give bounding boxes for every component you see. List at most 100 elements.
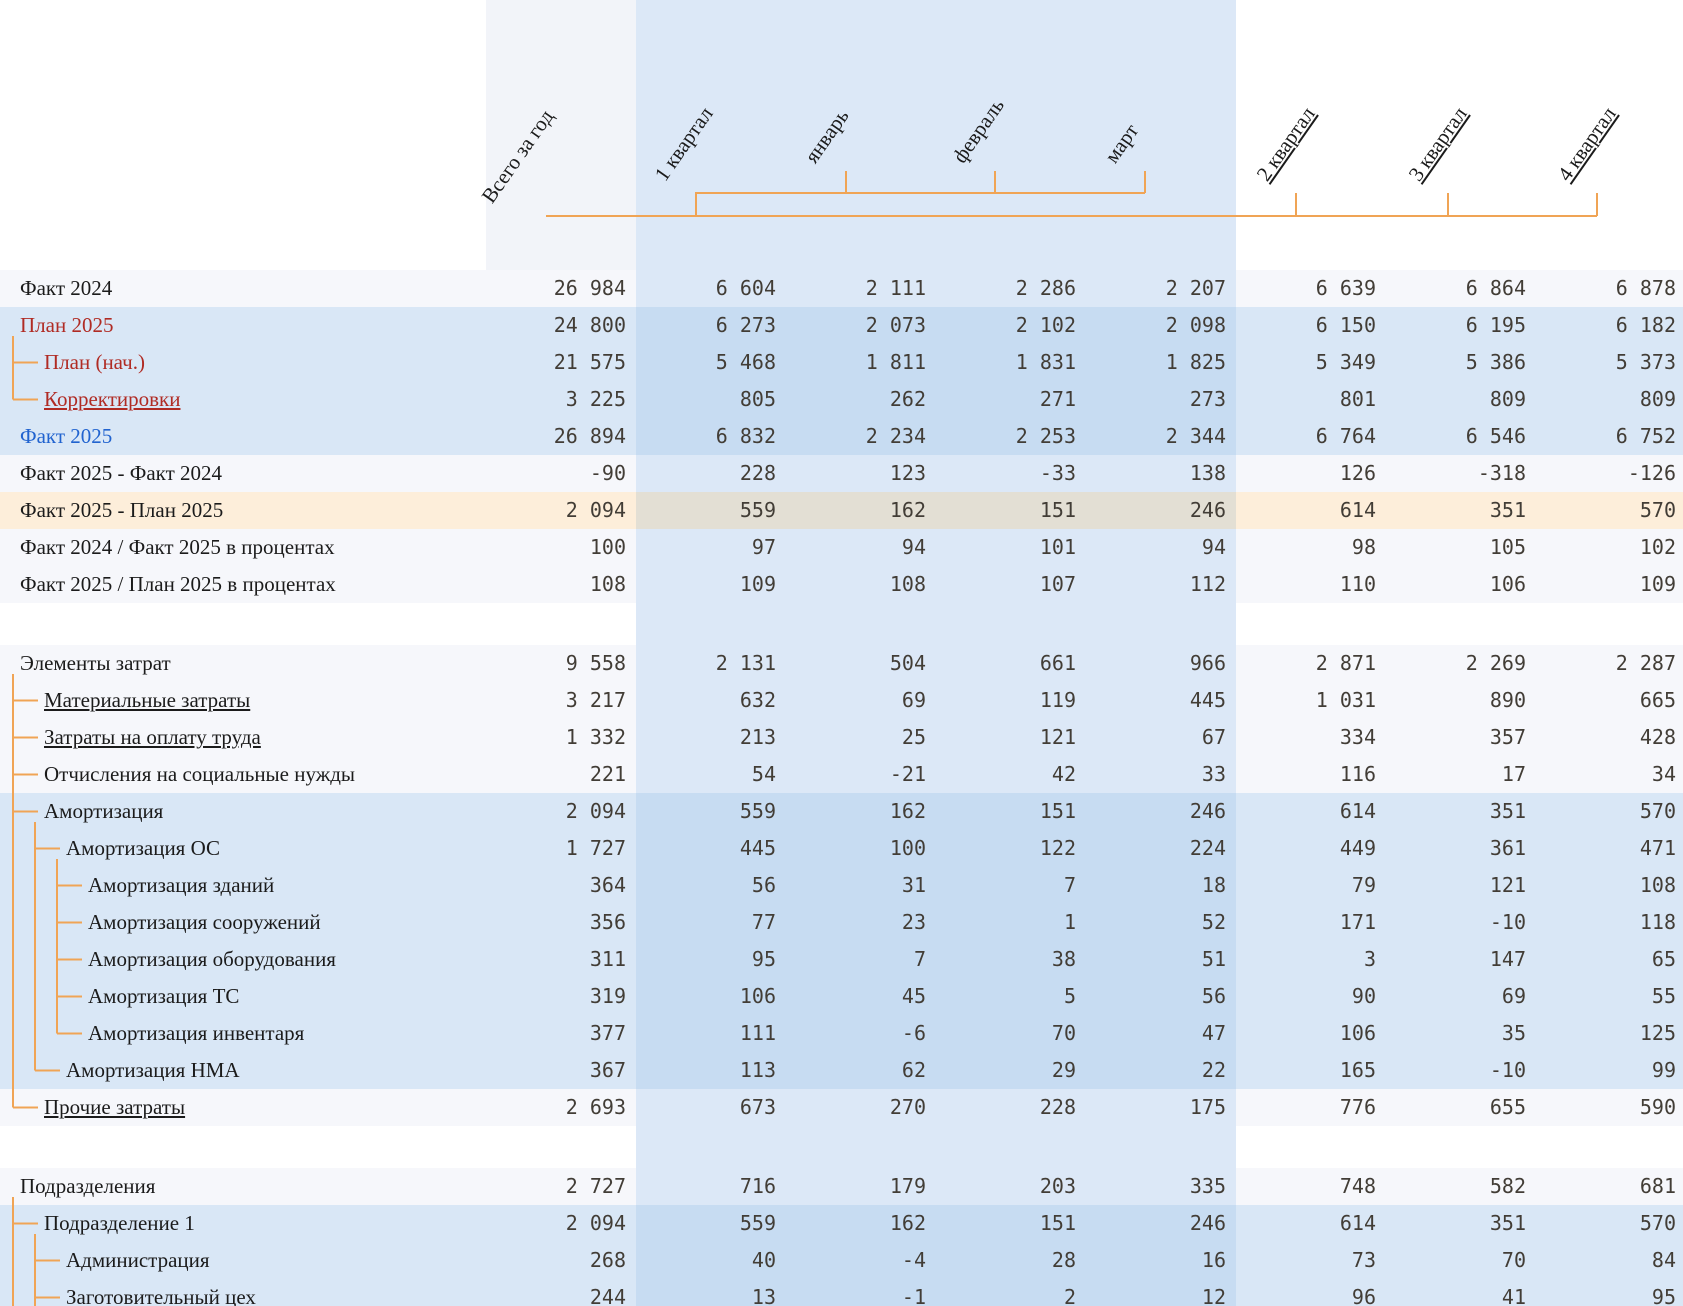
value-cell: 1 727 [565, 836, 626, 860]
value-cell: 40 [636, 1242, 786, 1279]
table-row: Факт 2025 - Факт 2024 -90 228 123 -33 138 126 -… [0, 455, 1683, 492]
value-cell: 51 [1086, 941, 1236, 978]
row-label: Амортизация оборудования [88, 947, 336, 971]
value-cell: 118 [1639, 910, 1676, 934]
value-cell: -33 [936, 455, 1086, 492]
value-cell: 95 [1651, 1285, 1676, 1306]
value-cell: 21 575 [553, 350, 626, 374]
value-cell: 5 349 [1315, 350, 1376, 374]
value-cell: 655 [1489, 1095, 1526, 1119]
value-cell: 52 [1086, 904, 1236, 941]
value-cell: 559 [636, 793, 786, 830]
row-label[interactable]: Прочие затраты [44, 1095, 186, 1119]
value-cell: 445 [636, 830, 786, 867]
value-cell: 2 131 [636, 645, 786, 682]
value-cell: 38 [936, 941, 1086, 978]
value-cell: 361 [1489, 836, 1526, 860]
value-cell: 101 [936, 529, 1086, 566]
value-cell: 70 [936, 1015, 1086, 1052]
value-cell: 268 [589, 1248, 626, 1272]
value-cell: 3 217 [565, 688, 626, 712]
value-cell: 121 [936, 719, 1086, 756]
table-row: Подразделение 1 2 094 559 162 151 246 614 351 57… [0, 1205, 1683, 1242]
value-cell: 262 [786, 381, 936, 418]
value-cell: 5 386 [1465, 350, 1526, 374]
value-cell: -90 [589, 461, 626, 485]
value-cell: 125 [1639, 1021, 1676, 1045]
value-cell: 56 [1086, 978, 1236, 1015]
row-label[interactable]: Затраты на оплату труда [44, 725, 261, 749]
value-cell: 3 225 [565, 387, 626, 411]
value-cell: -4 [786, 1242, 936, 1279]
value-cell: 54 [636, 756, 786, 793]
table-row: План (нач.) 21 575 5 468 1 811 1 831 1 825 5 3… [0, 344, 1683, 381]
table-row: Корректировки 3 225 805 262 271 273 801 809 809 [0, 381, 1683, 418]
value-cell: 70 [1501, 1248, 1526, 1272]
table-row: План 2025 24 800 6 273 2 073 2 102 2 098 6 150… [0, 307, 1683, 344]
value-cell: 2 727 [565, 1174, 626, 1198]
value-cell: 109 [636, 566, 786, 603]
value-cell: 69 [1501, 984, 1526, 1008]
table-row: Администрация 268 40 -4 28 16 73 70 84 [0, 1242, 1683, 1279]
value-cell: 25 [786, 719, 936, 756]
value-cell: 62 [786, 1052, 936, 1089]
value-cell: 31 [786, 867, 936, 904]
section-gap [0, 603, 1683, 645]
table-row: Амортизация оборудования 311 95 7 38 51 3 147 65 [0, 941, 1683, 978]
value-cell: 94 [786, 529, 936, 566]
row-label: Администрация [66, 1248, 210, 1272]
row-label: Амортизация НМА [66, 1058, 240, 1082]
value-cell: 590 [1639, 1095, 1676, 1119]
row-label: Подразделения [20, 1174, 156, 1198]
value-cell: 1 332 [565, 725, 626, 749]
table-row: Элементы затрат 9 558 2 131 504 661 966 2 871 2… [0, 645, 1683, 682]
value-cell: 67 [1086, 719, 1236, 756]
value-cell: 351 [1489, 1211, 1526, 1235]
value-cell: 179 [786, 1168, 936, 1205]
table-row: Факт 2025 26 894 6 832 2 234 2 253 2 344 6 764… [0, 418, 1683, 455]
value-cell: 55 [1651, 984, 1676, 1008]
value-cell: 126 [1339, 461, 1376, 485]
value-cell: 111 [636, 1015, 786, 1052]
value-cell: 47 [1086, 1015, 1236, 1052]
value-cell: 108 [589, 572, 626, 596]
section-gap [0, 1126, 1683, 1168]
value-cell: 28 [936, 1242, 1086, 1279]
value-cell: 1 825 [1086, 344, 1236, 381]
value-cell: 351 [1489, 498, 1526, 522]
value-cell: 2 253 [936, 418, 1086, 455]
table-row: Факт 2025 / План 2025 в процентах 108 109 1… [0, 566, 1683, 603]
table-row: Факт 2024 / Факт 2025 в процентах 100 97 94… [0, 529, 1683, 566]
value-cell: 90 [1351, 984, 1376, 1008]
row-label: Амортизация ОС [66, 836, 221, 860]
value-cell: 26 984 [553, 276, 626, 300]
value-cell: 6 878 [1615, 276, 1676, 300]
value-cell: -1 [786, 1279, 936, 1306]
row-label[interactable]: Материальные затраты [44, 688, 251, 712]
value-cell: -126 [1627, 461, 1676, 485]
value-cell: 56 [636, 867, 786, 904]
value-cell: 106 [636, 978, 786, 1015]
value-cell: 582 [1489, 1174, 1526, 1198]
value-cell: 106 [1489, 572, 1526, 596]
value-cell: 614 [1339, 1211, 1376, 1235]
row-label[interactable]: Корректировки [44, 387, 181, 411]
value-cell: 228 [636, 455, 786, 492]
table-row: Амортизация ТС 319 106 45 5 56 90 69 55 [0, 978, 1683, 1015]
value-cell: 224 [1086, 830, 1236, 867]
value-cell: 7 [786, 941, 936, 978]
value-cell: 632 [636, 682, 786, 719]
value-cell: 428 [1639, 725, 1676, 749]
value-cell: 334 [1339, 725, 1376, 749]
value-cell: 6 639 [1315, 276, 1376, 300]
value-cell: 175 [1086, 1089, 1236, 1126]
value-cell: 6 864 [1465, 276, 1526, 300]
value-cell: 716 [636, 1168, 786, 1205]
value-cell: 6 273 [636, 307, 786, 344]
value-cell: 79 [1351, 873, 1376, 897]
value-cell: -21 [786, 756, 936, 793]
value-cell: 570 [1639, 799, 1676, 823]
value-cell: 122 [936, 830, 1086, 867]
value-cell: 94 [1086, 529, 1236, 566]
row-label: Факт 2025 - Факт 2024 [20, 461, 223, 485]
